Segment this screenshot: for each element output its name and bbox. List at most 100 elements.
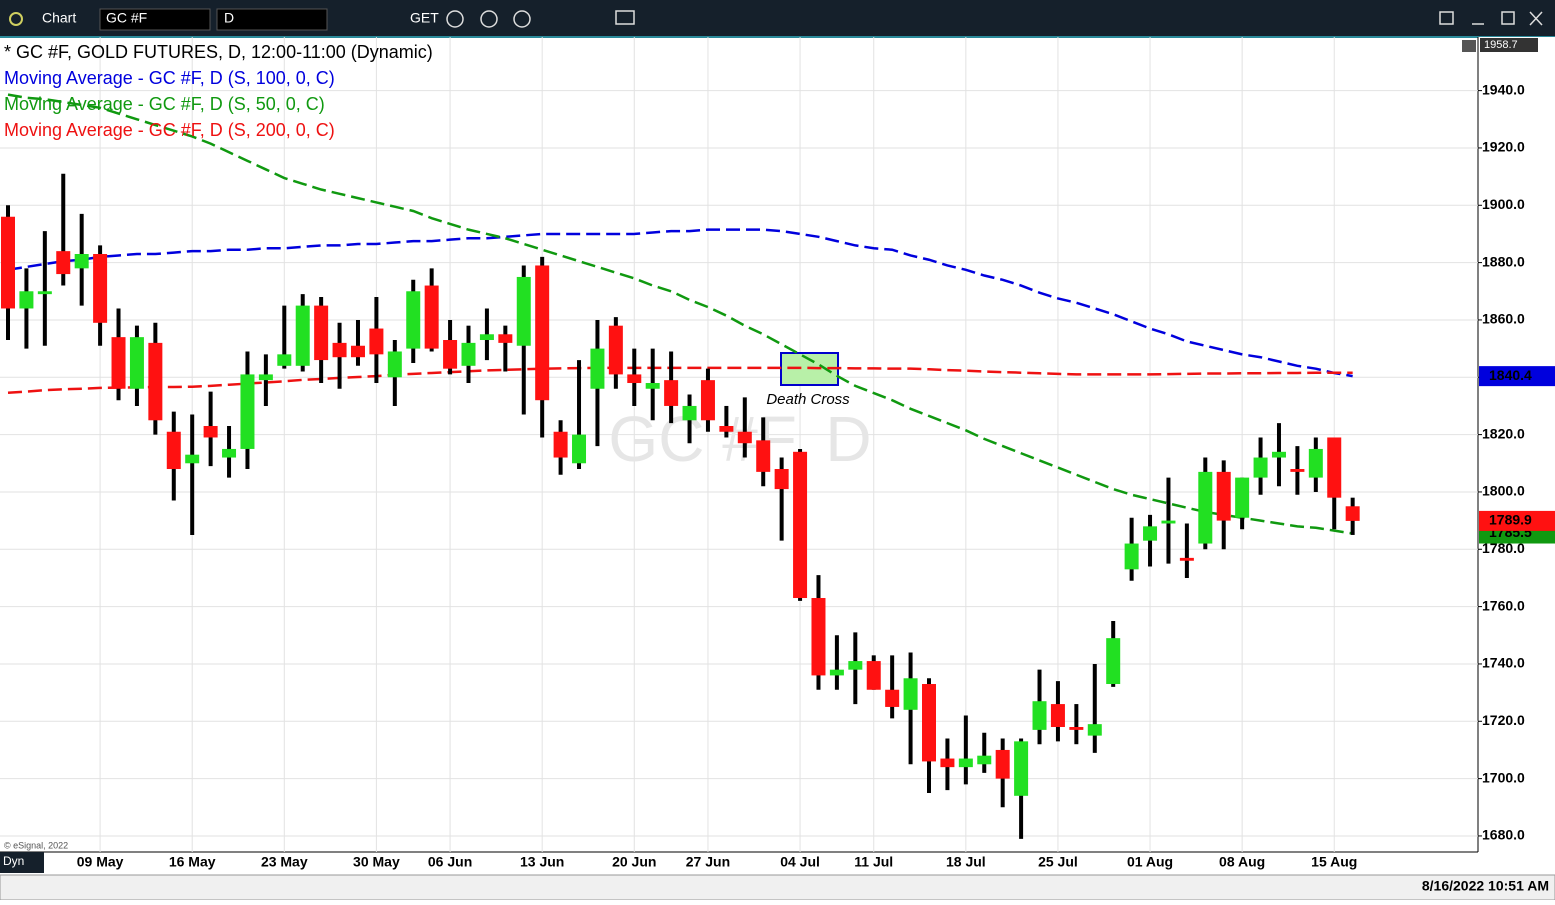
x-tick-label: 09 May: [77, 854, 124, 870]
candle-body: [1327, 437, 1342, 498]
candle-body: [74, 254, 89, 269]
legend-entry: Moving Average - GC #F, D (S, 50, 0, C): [4, 94, 325, 114]
x-tick-label: 27 Jun: [686, 854, 730, 870]
candle-body: [111, 337, 126, 389]
candle-body: [1179, 557, 1194, 561]
y-tick-label: 1760.0: [1482, 597, 1525, 613]
x-tick-label: 23 May: [261, 854, 308, 870]
icon-comment[interactable]: [615, 10, 635, 25]
candle-body: [737, 431, 752, 444]
candle-body: [56, 251, 71, 275]
x-tick-label: 25 Jul: [1038, 854, 1078, 870]
candle-body: [19, 291, 34, 309]
mode-box[interactable]: [0, 852, 44, 873]
interval[interactable]: D: [224, 10, 234, 26]
candle-body: [222, 448, 237, 458]
candle-body: [1290, 469, 1305, 472]
mode[interactable]: Dyn: [3, 854, 24, 868]
x-tick-label: 15 Aug: [1311, 854, 1357, 870]
moving-average: [7, 366, 1353, 395]
y-tick-label: 1880.0: [1482, 253, 1525, 269]
candle-body: [1271, 451, 1286, 458]
candle-body: [1069, 727, 1084, 730]
candle-body: [590, 348, 605, 389]
x-tick-label: 01 Aug: [1127, 854, 1173, 870]
candle-body: [424, 285, 439, 349]
x-tick-label: 13 Jun: [520, 854, 564, 870]
candle-body: [350, 345, 365, 358]
candle-body: [258, 374, 273, 381]
candle-body: [1345, 506, 1360, 521]
candle-body: [995, 749, 1010, 779]
candle-body: [958, 758, 973, 768]
y-tick-label: 1920.0: [1482, 139, 1525, 155]
candle-body: [1308, 448, 1323, 478]
icon-a[interactable]: [513, 10, 531, 28]
candle-body: [553, 431, 568, 458]
candle-body: [682, 405, 697, 421]
icon-b[interactable]: [446, 10, 464, 28]
interval-box[interactable]: [216, 8, 328, 31]
icon-window[interactable]: [1439, 11, 1454, 25]
candle-body: [903, 678, 918, 710]
candle-body: [1106, 638, 1121, 685]
symbol-box[interactable]: [99, 8, 211, 31]
candle-body: [848, 661, 863, 670]
icon-close[interactable]: [1529, 11, 1543, 26]
candle-body: [1087, 724, 1102, 736]
candle-body: [37, 291, 52, 295]
y-tick-label: 1940.0: [1482, 81, 1525, 97]
top-price: 1958.7: [1484, 39, 1518, 51]
moving-average: [7, 93, 1353, 535]
candle-body: [627, 374, 642, 384]
legend-entry: Moving Average - GC #F, D (S, 200, 0, C): [4, 120, 335, 140]
status-bar: [0, 874, 1555, 901]
legend-entry: Moving Average - GC #F, D (S, 100, 0, C): [4, 68, 335, 88]
icon-restore[interactable]: [1501, 11, 1515, 25]
candle-body: [185, 454, 200, 464]
symbol[interactable]: GC #F: [106, 10, 147, 26]
candle-body: [1161, 520, 1176, 524]
candle-body: [461, 342, 476, 366]
candle-body: [829, 669, 844, 676]
candle-body: [1124, 543, 1139, 570]
timestamp: 8/16/2022 10:51 AM: [1422, 878, 1549, 894]
candle-body: [572, 434, 587, 464]
icon-t[interactable]: [480, 10, 498, 28]
chart-title: * GC #F, GOLD FUTURES, D, 12:00-11:00 (D…: [4, 42, 433, 62]
y-tick-label: 1860.0: [1482, 311, 1525, 327]
candle-body: [977, 755, 992, 765]
y-tick-label: 1800.0: [1482, 483, 1525, 499]
top-price-box: [1480, 38, 1538, 52]
candle-body: [1050, 704, 1065, 728]
candle-body: [295, 305, 310, 366]
candle-body: [1032, 701, 1047, 730]
x-tick-label: 18 Jul: [946, 854, 986, 870]
x-tick-label: 08 Aug: [1219, 854, 1265, 870]
get-button[interactable]: GET: [410, 10, 439, 26]
y-tick-label: 1720.0: [1482, 712, 1525, 728]
candle-body: [811, 598, 826, 676]
chart-icon[interactable]: [9, 12, 23, 26]
candle-body: [922, 684, 936, 762]
candle-body: [1143, 526, 1158, 541]
candle-body: [645, 383, 660, 389]
candle-body: [1, 216, 15, 309]
candle-body: [443, 340, 458, 369]
candle-body: [700, 380, 715, 421]
x-tick-label: 20 Jun: [612, 854, 656, 870]
x-tick-label: 30 May: [353, 854, 400, 870]
candle-body: [129, 337, 144, 389]
candle-body: [369, 328, 384, 355]
candle-body: [1198, 471, 1213, 544]
pane-button[interactable]: [1462, 40, 1476, 52]
y-tick-label: 1740.0: [1482, 655, 1525, 671]
candle-body: [203, 426, 218, 438]
candle-body: [498, 334, 513, 343]
x-tick-label: 11 Jul: [854, 854, 893, 870]
copyright: © eSignal, 2022: [4, 840, 68, 850]
candle-body: [1253, 457, 1268, 478]
candle-body: [516, 276, 531, 346]
window-title: Chart: [42, 10, 76, 26]
